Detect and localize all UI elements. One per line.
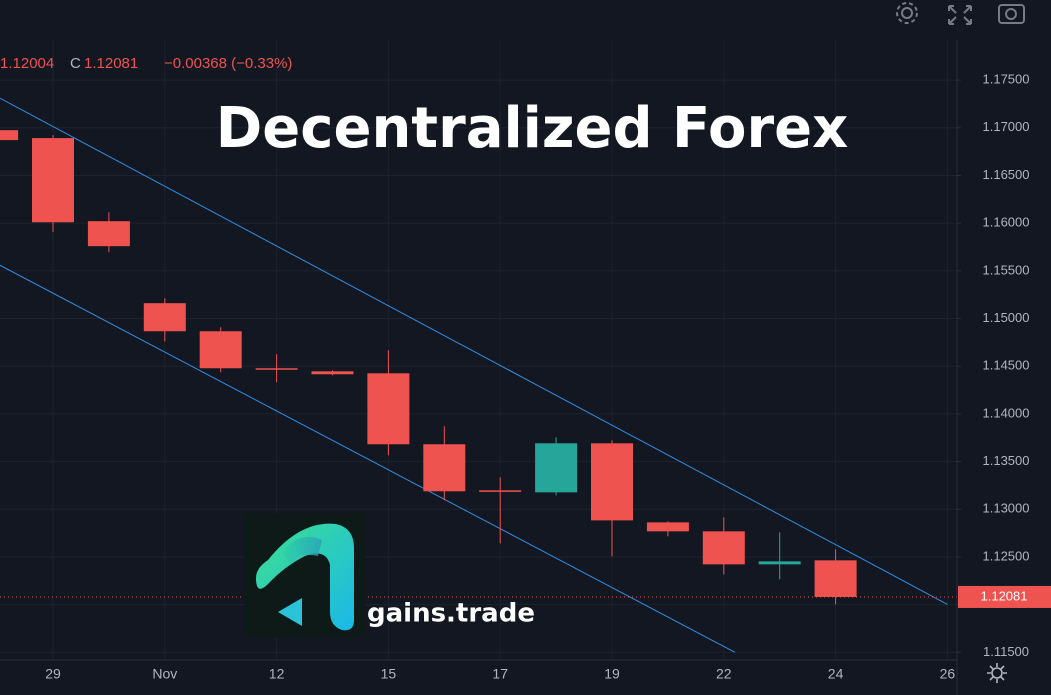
chart-title: Decentralized Forex: [216, 96, 848, 161]
settings-icon[interactable]: [901, 7, 913, 19]
y-tick-label: 1.14000: [983, 405, 1030, 420]
y-tick-label: 1.13500: [983, 453, 1030, 468]
camera-lens[interactable]: [1005, 8, 1017, 20]
x-tick-label: 12: [269, 666, 285, 682]
y-tick-label: 1.11500: [983, 644, 1029, 659]
plot-area: [0, 40, 957, 660]
toolbar[interactable]: [896, 2, 1025, 25]
candle-body: [814, 560, 857, 597]
header-close: 1.12081: [84, 55, 138, 72]
brand-logo: [244, 513, 365, 637]
y-tick-label: 1.17500: [983, 72, 1030, 87]
y-tick-label: 1.12500: [983, 548, 1030, 563]
x-tick-label: 22: [716, 666, 732, 682]
candle-body: [479, 490, 522, 492]
trend-line: [0, 97, 948, 605]
x-tick-label: Nov: [152, 666, 177, 682]
y-tick-label: 1.15500: [983, 262, 1030, 277]
x-tick-label: 26: [940, 666, 956, 682]
candle-body: [646, 522, 689, 532]
candle-body: [758, 561, 801, 565]
candle-body: [311, 371, 354, 375]
candle-body: [702, 531, 745, 565]
candle-body: [143, 303, 186, 332]
x-tick-label: 17: [492, 666, 508, 682]
candle-body: [0, 130, 19, 141]
y-tick-label: 1.17000: [983, 119, 1030, 134]
header-close-label: C: [70, 55, 81, 72]
last-price-label: 1.12081: [981, 588, 1028, 603]
x-tick-label: 24: [828, 666, 844, 682]
x-tick-label: 15: [381, 666, 397, 682]
candle-body: [423, 444, 466, 492]
x-tick-label: 19: [604, 666, 620, 682]
y-tick-label: 1.16500: [983, 167, 1030, 182]
brand-name: gains.trade: [367, 599, 535, 629]
last-price-box: [958, 585, 1051, 608]
fullscreen-icon[interactable]: [948, 5, 972, 25]
x-tick-label: 29: [45, 666, 61, 682]
trend-line: [0, 264, 736, 653]
candle-body: [87, 221, 130, 247]
y-tick-label: 1.15000: [983, 310, 1030, 325]
candle-body: [255, 368, 298, 370]
candle-body: [591, 443, 633, 521]
candle-body: [535, 443, 578, 493]
axis-settings[interactable]: [987, 663, 1007, 683]
settings-icon-ring[interactable]: [896, 2, 918, 24]
y-tick-label: 1.16000: [983, 215, 1030, 230]
candle-body: [32, 138, 74, 223]
y-tick-label: 1.14500: [983, 358, 1030, 373]
y-tick-label: 1.13000: [983, 501, 1030, 516]
candle-body: [367, 373, 410, 445]
candle-body: [199, 331, 242, 369]
header-low: 1.12004: [0, 55, 54, 72]
camera-icon[interactable]: [998, 4, 1025, 24]
header-change: −0.00368 (−0.33%): [164, 55, 292, 72]
